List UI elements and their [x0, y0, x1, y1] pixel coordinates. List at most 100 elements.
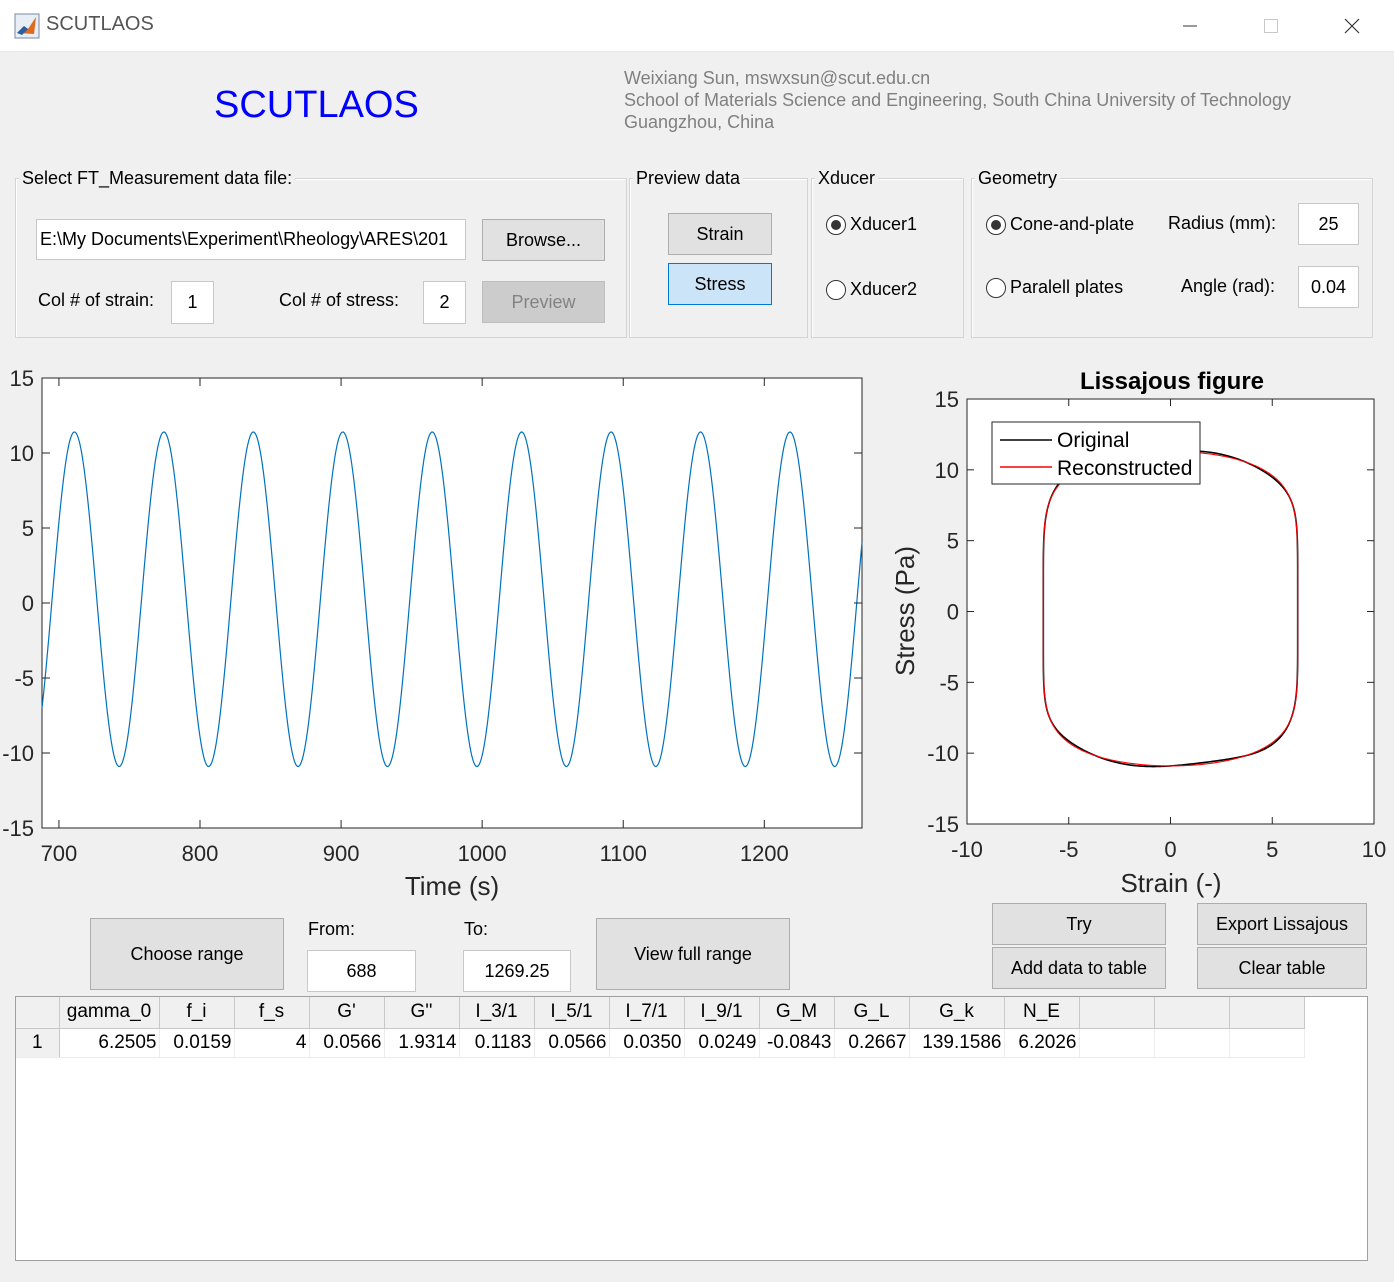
time-plot-xlabel: Time (s) [405, 871, 499, 901]
table-row[interactable]: 1 6.2505 0.0159 4 0.0566 1.9314 0.1183 0.0566 0.… [16, 1028, 1305, 1058]
time-x-tick-label: 1200 [740, 841, 789, 866]
table-cell[interactable]: 0.0249 [684, 1028, 760, 1058]
table-column-header[interactable]: I_7/1 [609, 997, 685, 1029]
preview-button[interactable]: Preview [482, 281, 605, 323]
stress-col-input[interactable]: 2 [423, 281, 466, 324]
maximize-button[interactable] [1231, 0, 1311, 52]
strain-preview-button[interactable]: Strain [668, 213, 772, 255]
geometry-panel [971, 178, 1373, 338]
table-corner [16, 997, 60, 1029]
parallel-plates-radio[interactable]: Paralell plates [986, 277, 1123, 298]
file-panel-title: Select FT_Measurement data file: [19, 168, 296, 189]
results-table[interactable]: gamma_0 f_i f_s G' G'' I_3/1 I_5/1 I_7/1 I_9/1 G_… [15, 996, 1368, 1261]
angle-input[interactable]: 0.04 [1298, 266, 1359, 308]
choose-range-button[interactable]: Choose range [90, 918, 284, 990]
cone-and-plate-radio[interactable]: Cone-and-plate [986, 214, 1134, 235]
table-column-header[interactable]: I_5/1 [534, 997, 610, 1029]
table-cell[interactable] [1154, 1028, 1230, 1058]
row-index: 1 [16, 1028, 60, 1058]
table-cell[interactable] [1229, 1028, 1305, 1058]
radio-unselected-icon [826, 279, 846, 300]
table-cell[interactable]: 0.2667 [834, 1028, 910, 1058]
lissajous-x-tick-label: -5 [1059, 837, 1079, 862]
to-input[interactable]: 1269.25 [463, 950, 571, 992]
table-cell[interactable]: 0.0566 [534, 1028, 610, 1058]
to-label: To: [464, 919, 489, 939]
time-y-tick-label: 15 [10, 366, 34, 391]
lissajous-x-tick-label: -10 [951, 837, 983, 862]
table-cell[interactable]: 6.2026 [1004, 1028, 1080, 1058]
table-column-header[interactable]: G_M [759, 997, 835, 1029]
time-plot[interactable]: 700 800 900 1000 1100 1200 15 10 5 0 -5 -10 -15 Tim… [0, 360, 880, 910]
table-column-header[interactable] [1154, 997, 1230, 1029]
table-column-header[interactable] [1229, 997, 1305, 1029]
browse-button[interactable]: Browse... [482, 219, 605, 261]
from-input[interactable]: 688 [307, 950, 416, 992]
lissajous-y-tick-label: -5 [939, 670, 959, 695]
table-column-header[interactable]: f_s [234, 997, 310, 1029]
xducer2-radio[interactable]: Xducer2 [826, 279, 917, 300]
xducer-panel [811, 178, 964, 338]
maximize-icon [1264, 19, 1278, 33]
table-column-header[interactable]: G_L [834, 997, 910, 1029]
xducer1-radio[interactable]: Xducer1 [826, 214, 917, 235]
table-column-header[interactable]: f_i [159, 997, 235, 1029]
strain-col-input[interactable]: 1 [171, 281, 214, 324]
from-label: From: [308, 919, 355, 939]
lissajous-x-tick-label: 10 [1362, 837, 1386, 862]
table-column-header[interactable]: G_k [909, 997, 1005, 1029]
lissajous-y-tick-label: -10 [927, 741, 959, 766]
lissajous-title: Lissajous figure [1080, 368, 1264, 395]
try-button[interactable]: Try [992, 903, 1166, 945]
table-cell[interactable]: -0.0843 [759, 1028, 835, 1058]
minimize-icon [1183, 25, 1197, 27]
file-path-input[interactable]: E:\My Documents\Experiment\Rheology\ARES… [36, 219, 466, 260]
view-full-range-button[interactable]: View full range [596, 918, 790, 990]
lissajous-plot[interactable]: Lissajous figure -10 -5 0 5 10 151050-5-10-1… [880, 360, 1394, 900]
table-cell[interactable]: 1.9314 [384, 1028, 460, 1058]
lissajous-xlabel: Strain (-) [1120, 868, 1221, 898]
time-y-tick-label: -5 [14, 666, 34, 691]
table-column-header[interactable]: G'' [384, 997, 460, 1029]
add-data-button[interactable]: Add data to table [992, 947, 1166, 989]
legend-reconstructed-label: Reconstructed [1057, 457, 1192, 480]
author-line-2: School of Materials Science and Engineer… [624, 90, 1292, 110]
stress-preview-button[interactable]: Stress [668, 263, 772, 305]
close-button[interactable] [1312, 0, 1392, 52]
time-x-tick-label: 800 [182, 841, 219, 866]
table-column-header[interactable]: I_9/1 [684, 997, 760, 1029]
table-cell[interactable]: 6.2505 [59, 1028, 160, 1058]
table-cell[interactable]: 0.0159 [159, 1028, 235, 1058]
radius-input[interactable]: 25 [1298, 203, 1359, 245]
radio-selected-icon [986, 214, 1006, 235]
table-cell[interactable]: 0.0350 [609, 1028, 685, 1058]
file-panel [15, 178, 627, 338]
table-column-header[interactable]: gamma_0 [59, 997, 160, 1029]
minimize-button[interactable] [1150, 0, 1230, 52]
table-column-header[interactable]: G' [309, 997, 385, 1029]
xducer2-label: Xducer2 [850, 279, 918, 299]
export-lissajous-button[interactable]: Export Lissajous [1197, 903, 1367, 945]
radio-selected-icon [826, 214, 846, 235]
table-cell[interactable]: 139.1586 [909, 1028, 1005, 1058]
time-x-tick-label: 1100 [600, 841, 647, 866]
table-column-header[interactable]: I_3/1 [459, 997, 535, 1029]
xducer-panel-title: Xducer [815, 168, 879, 189]
table-cell[interactable]: 4 [234, 1028, 310, 1058]
table-cell[interactable]: 0.0566 [309, 1028, 385, 1058]
time-x-tick-label: 1000 [458, 841, 507, 866]
preview-panel-title: Preview data [633, 168, 744, 189]
table-column-header[interactable] [1079, 997, 1155, 1029]
lissajous-legend: Original Reconstructed [991, 421, 1201, 485]
table-cell[interactable]: 0.1183 [459, 1028, 535, 1058]
table-cell[interactable] [1079, 1028, 1155, 1058]
xducer1-label: Xducer1 [850, 214, 918, 234]
strain-col-label: Col # of strain: [38, 290, 155, 310]
lissajous-x-tick-label: 5 [1266, 837, 1278, 862]
clear-table-button[interactable]: Clear table [1197, 947, 1367, 989]
title-bar [0, 0, 1394, 52]
lissajous-y-tick-label: 15 [935, 387, 959, 412]
table-column-header[interactable]: N_E [1004, 997, 1080, 1029]
lissajous-y-tick-label: 10 [935, 458, 959, 483]
time-x-tick-label: 900 [323, 841, 360, 866]
